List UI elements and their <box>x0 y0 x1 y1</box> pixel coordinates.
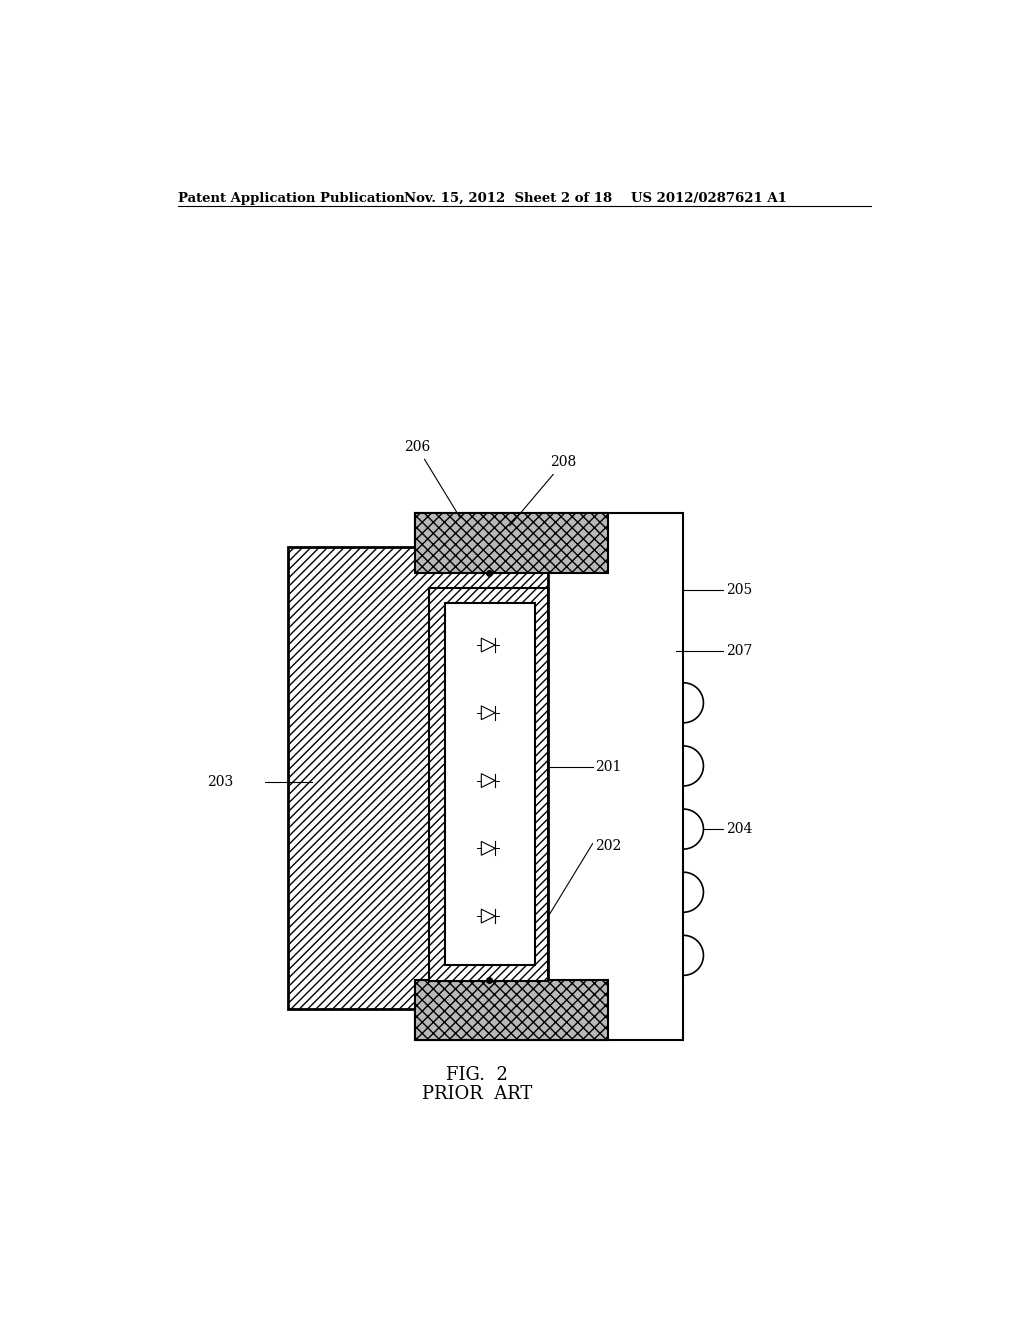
Bar <box>416 979 608 1040</box>
Text: 202: 202 <box>595 840 622 853</box>
Polygon shape <box>481 909 496 923</box>
Text: 203: 203 <box>208 775 233 789</box>
Bar <box>416 512 608 573</box>
Text: US 2012/0287621 A1: US 2012/0287621 A1 <box>631 191 786 205</box>
Text: 207: 207 <box>726 644 753 659</box>
Polygon shape <box>481 774 496 788</box>
Text: 206: 206 <box>403 440 460 517</box>
Bar <box>289 548 548 1010</box>
Text: 204: 204 <box>726 822 753 836</box>
Bar <box>416 512 683 1040</box>
Polygon shape <box>481 638 496 652</box>
Bar <box>444 603 535 965</box>
Bar <box>429 589 548 981</box>
Text: 205: 205 <box>726 582 752 597</box>
Text: Patent Application Publication: Patent Application Publication <box>178 191 406 205</box>
Text: FIG.  2: FIG. 2 <box>446 1065 508 1084</box>
Text: Nov. 15, 2012  Sheet 2 of 18: Nov. 15, 2012 Sheet 2 of 18 <box>403 191 612 205</box>
Polygon shape <box>481 706 496 719</box>
Text: PRIOR  ART: PRIOR ART <box>422 1085 532 1104</box>
Polygon shape <box>481 841 496 855</box>
Text: 201: 201 <box>595 760 622 774</box>
Text: 208: 208 <box>510 455 577 525</box>
